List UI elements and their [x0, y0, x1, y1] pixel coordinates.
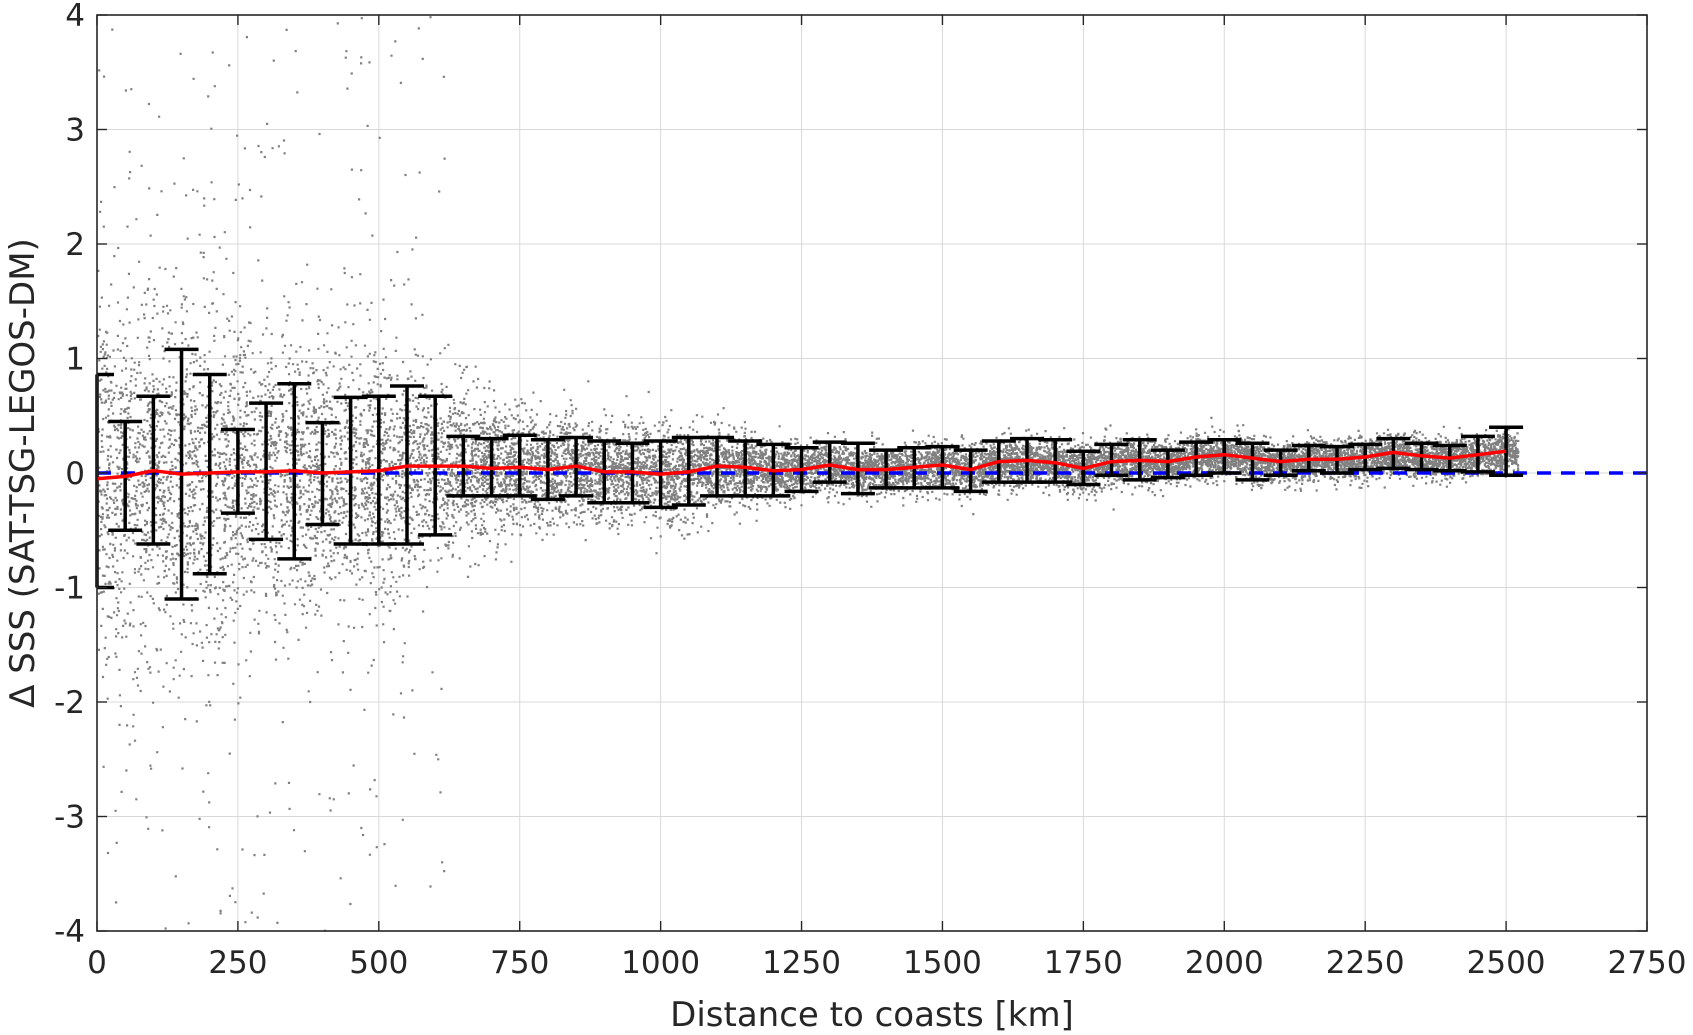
y-tick-label: -3 — [54, 800, 85, 836]
x-tick-label: 2500 — [1467, 945, 1546, 981]
x-tick-label: 2750 — [1608, 945, 1687, 981]
y-tick-label: 0 — [65, 456, 85, 492]
mean-line-layer — [96, 449, 1507, 481]
x-tick-label: 2250 — [1326, 945, 1405, 981]
y-tick-label: 3 — [65, 113, 85, 149]
x-tick-label: 1500 — [903, 945, 982, 981]
y-tick-label: -4 — [54, 914, 85, 950]
error-bar — [1235, 441, 1270, 482]
error-bar — [1094, 442, 1129, 478]
x-tick-label: 500 — [349, 945, 408, 981]
y-tick-label: 1 — [65, 342, 85, 378]
mean-line — [96, 449, 1507, 481]
y-tick-label: -2 — [54, 685, 85, 721]
x-tick-label: 750 — [490, 945, 549, 981]
x-tick-label: 1250 — [762, 945, 841, 981]
scatter-point-cloud — [97, 16, 1520, 932]
scatter-points — [97, 16, 1520, 932]
y-tick-label: 2 — [65, 227, 85, 263]
y-tick-label: -1 — [54, 571, 85, 607]
x-tick-label: 2000 — [1185, 945, 1264, 981]
error-bar — [1150, 448, 1185, 480]
x-tick-label: 0 — [87, 945, 107, 981]
x-axis-label: Distance to coasts [km] — [670, 995, 1074, 1035]
x-tick-label: 250 — [208, 945, 267, 981]
error-bar — [925, 444, 960, 490]
y-axis-label: Δ SSS (SAT-TSG-LEGOS-DM) — [3, 238, 43, 708]
axis-ticks: 0 250 500 750 1000 1250 1500 1750 2000 2250 2500 27… — [54, 0, 1686, 981]
x-tick-label: 1750 — [1044, 945, 1123, 981]
x-tick-label: 1000 — [621, 945, 700, 981]
y-tick-label: 4 — [65, 0, 85, 34]
